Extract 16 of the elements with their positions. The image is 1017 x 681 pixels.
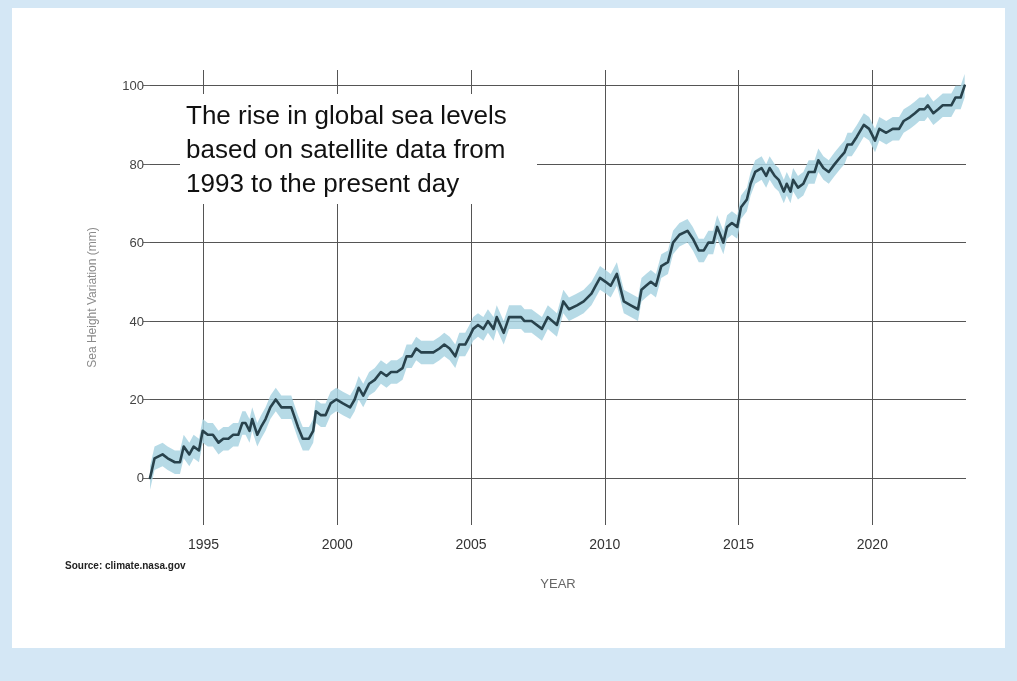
x-tick-label: 1995 <box>187 536 220 552</box>
x-tick-label: 2005 <box>455 536 487 552</box>
y-tick-label: 100 <box>122 78 144 94</box>
source-note: Source: climate.nasa.gov <box>65 559 187 571</box>
x-axis-title: YEAR <box>540 576 576 591</box>
y-tick-label: 40 <box>129 313 144 329</box>
text: The rise in global sea levels based on satellite data from 1993 to the present day <box>186 100 515 198</box>
y-tick-label: 60 <box>129 235 144 251</box>
x-tick-label: 2010 <box>589 536 621 552</box>
y-tick-label: 80 <box>129 156 144 172</box>
x-tick-label: 2015 <box>723 536 755 552</box>
x-tick-label: 2020 <box>856 536 889 552</box>
y-tick-label: 20 <box>129 391 144 407</box>
x-tick-label: 2000 <box>321 536 354 552</box>
y-tick-label: 0 <box>136 470 144 486</box>
y-axis-title: Sea Height Variation (mm) <box>85 227 99 368</box>
